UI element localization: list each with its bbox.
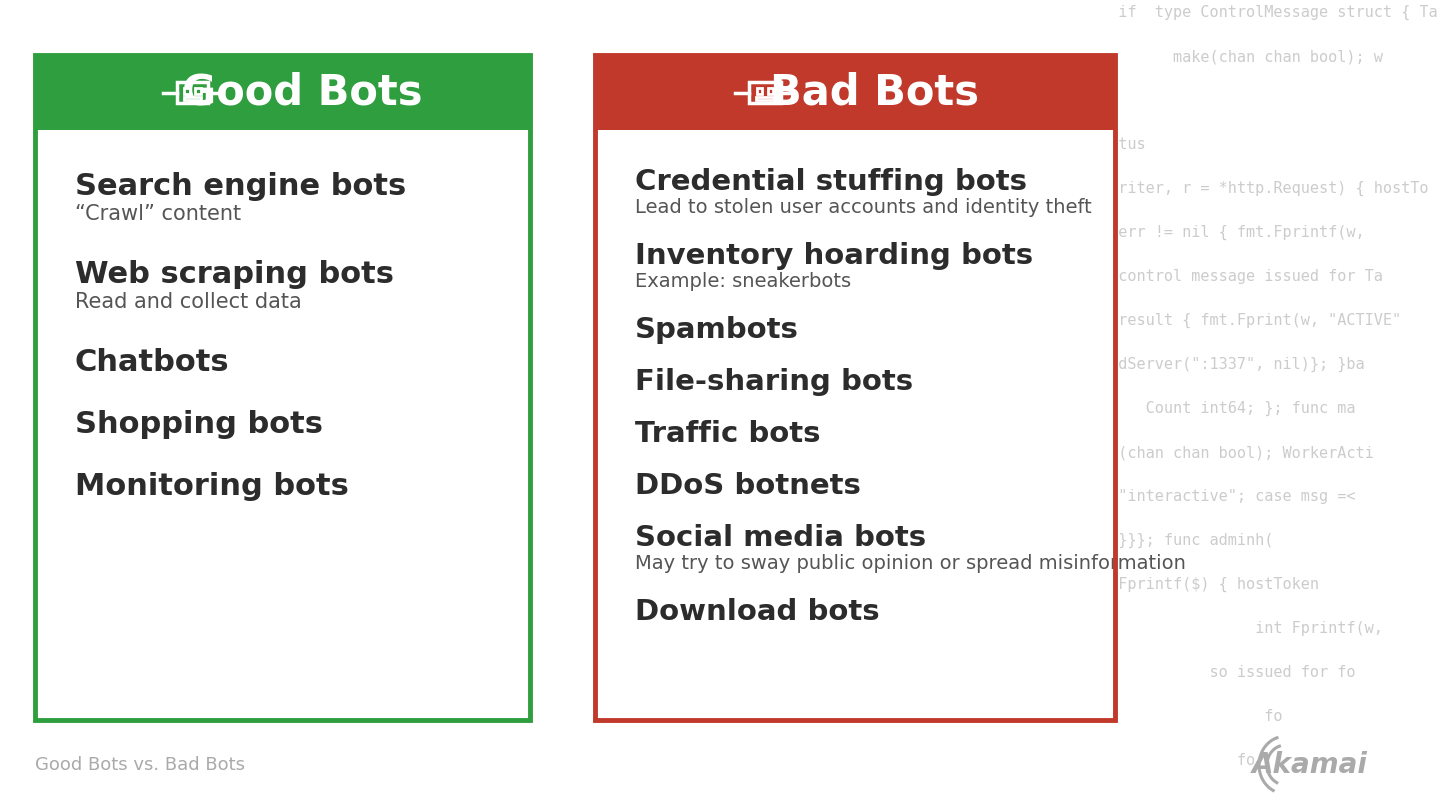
Text: Count int64; }; func ma: Count int64; }; func ma (1100, 401, 1355, 416)
Bar (768, 88, 773, 94)
Bar (184, 96, 202, 100)
Text: control message issued for Ta: control message issued for Ta (1100, 269, 1382, 284)
Bar (35, 55, 530, 720)
Bar (595, 55, 1115, 720)
Text: case: case (1100, 93, 1440, 108)
Text: make(chan chan bool); w: make(chan chan bool); w (1100, 49, 1382, 64)
Text: Spambots: Spambots (635, 316, 799, 344)
Text: Shopping bots: Shopping bots (75, 410, 323, 439)
Text: Good Bots vs. Bad Bots: Good Bots vs. Bad Bots (35, 756, 245, 774)
Text: Bad Bots: Bad Bots (770, 71, 979, 113)
Bar (184, 88, 190, 94)
Text: (chan chan bool); WorkerActi: (chan chan bool); WorkerActi (1100, 445, 1374, 460)
Text: Example: sneakerbots: Example: sneakerbots (635, 272, 851, 291)
Text: Credential stuffing bots: Credential stuffing bots (635, 168, 1027, 196)
Text: Akamai: Akamai (1251, 751, 1368, 779)
Text: Web scraping bots: Web scraping bots (75, 260, 395, 289)
Text: May try to sway public opinion or spread misinformation: May try to sway public opinion or spread… (635, 554, 1187, 573)
Text: Fprintf($) { hostToken: Fprintf($) { hostToken (1100, 577, 1319, 592)
Text: Chatbots: Chatbots (75, 348, 229, 377)
Text: fo: fo (1100, 753, 1256, 768)
Text: fo: fo (1100, 709, 1283, 724)
Bar (196, 88, 200, 94)
Text: "interactive"; case msg =<: "interactive"; case msg =< (1100, 489, 1355, 504)
Text: tus: tus (1100, 137, 1146, 152)
Bar (756, 96, 773, 100)
Text: DDoS botnets: DDoS botnets (635, 472, 861, 500)
Bar (595, 55, 1115, 720)
Bar (177, 83, 209, 103)
Bar (35, 55, 530, 720)
Text: dServer(":1337", nil)}; }ba: dServer(":1337", nil)}; }ba (1100, 357, 1365, 373)
Text: }}}; func adminh(: }}}; func adminh( (1100, 533, 1273, 548)
Text: riter, r = *http.Request) { hostTo: riter, r = *http.Request) { hostTo (1100, 181, 1428, 196)
Text: “Crawl” content: “Crawl” content (75, 204, 240, 224)
Text: result { fmt.Fprint(w, "ACTIVE": result { fmt.Fprint(w, "ACTIVE" (1100, 313, 1401, 328)
Bar (749, 83, 780, 103)
Text: Monitoring bots: Monitoring bots (75, 472, 348, 501)
Bar (35, 55, 530, 130)
Text: Search engine bots: Search engine bots (75, 172, 406, 201)
Text: File-sharing bots: File-sharing bots (635, 368, 913, 396)
Text: so issued for fo: so issued for fo (1100, 665, 1355, 680)
Bar (757, 88, 762, 94)
Text: Download bots: Download bots (635, 598, 880, 626)
Text: err != nil { fmt.Fprintf(w,: err != nil { fmt.Fprintf(w, (1100, 225, 1365, 241)
Bar (595, 55, 1115, 130)
Text: Good Bots: Good Bots (183, 71, 423, 113)
Text: Social media bots: Social media bots (635, 524, 926, 552)
Text: Read and collect data: Read and collect data (75, 292, 302, 312)
Text: int Fprintf(w,: int Fprintf(w, (1100, 621, 1382, 636)
Text: Traffic bots: Traffic bots (635, 420, 821, 448)
Text: Inventory hoarding bots: Inventory hoarding bots (635, 242, 1032, 270)
Text: if  type ControlMessage struct { Target string; Co: if type ControlMessage struct { Target s… (1100, 5, 1440, 20)
Text: Lead to stolen user accounts and identity theft: Lead to stolen user accounts and identit… (635, 198, 1092, 217)
